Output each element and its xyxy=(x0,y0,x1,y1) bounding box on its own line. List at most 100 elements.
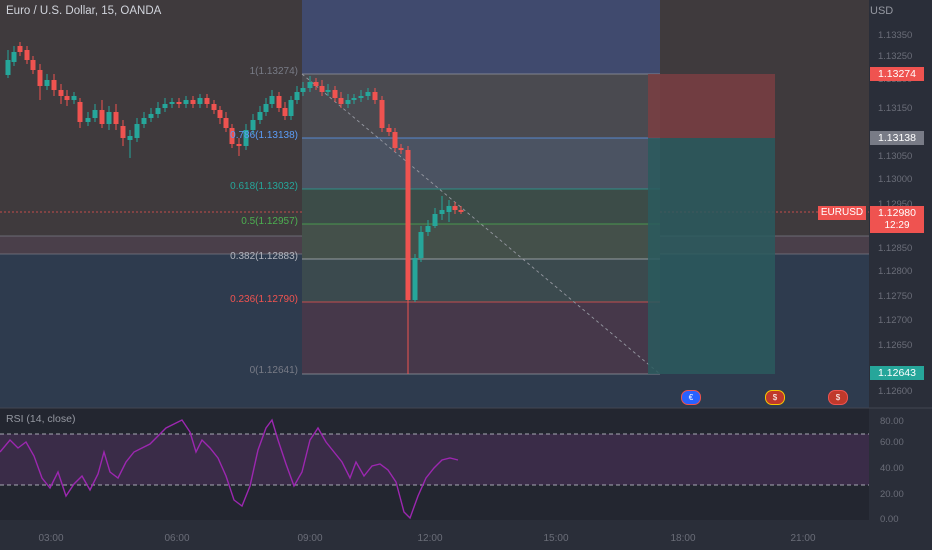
candle-body xyxy=(446,206,452,212)
candle-body xyxy=(134,124,140,138)
candle-body xyxy=(197,98,203,104)
us-event-icon[interactable]: $ xyxy=(765,390,785,405)
candle-body xyxy=(257,112,263,120)
candle-body xyxy=(77,102,83,122)
candle-body xyxy=(217,110,223,118)
currency-label[interactable]: USD xyxy=(870,5,894,17)
candle-body xyxy=(51,80,57,90)
candle-body xyxy=(5,60,11,75)
price-tick: 1.13000 xyxy=(878,174,913,185)
candle-body xyxy=(432,214,438,226)
time-tick: 06:00 xyxy=(164,533,190,544)
candle-body xyxy=(332,90,338,98)
candle-body xyxy=(288,100,294,116)
candle-body xyxy=(313,82,319,86)
time-tick: 15:00 xyxy=(543,533,569,544)
candle-body xyxy=(176,102,182,104)
rsi-series xyxy=(0,418,459,520)
candle-body xyxy=(190,100,196,104)
candle-body xyxy=(30,60,36,70)
candle-body xyxy=(263,104,269,112)
candle-body xyxy=(386,128,392,132)
price-tick: 1.13050 xyxy=(878,151,913,162)
current-price-badge: 1.12980 12:29 xyxy=(870,206,924,233)
candle-body xyxy=(307,82,313,88)
fib-level-label: 1(1.13274) xyxy=(249,66,298,77)
candle-body xyxy=(269,96,275,104)
us-event-icon[interactable]: $ xyxy=(828,390,848,405)
candle-body xyxy=(120,126,126,138)
candle-body xyxy=(17,46,23,52)
candle-body xyxy=(236,144,242,146)
rsi-tick: 0.00 xyxy=(880,514,899,525)
price-tick: 1.13250 xyxy=(878,51,913,62)
candle-body xyxy=(162,104,168,108)
candle-body xyxy=(372,92,378,100)
price-tick: 1.12950 xyxy=(878,199,913,210)
candle-body xyxy=(405,150,411,300)
rsi-line xyxy=(0,418,459,520)
fib-level-label: 0.236(1.12790) xyxy=(230,294,298,305)
candle-body xyxy=(58,90,64,96)
price-tick: 1.13150 xyxy=(878,103,913,114)
candle-body xyxy=(351,98,357,100)
candle-body xyxy=(113,112,119,124)
candle-body xyxy=(319,86,325,92)
rsi-tick: 80.00 xyxy=(880,416,904,427)
rsi-tick: 20.00 xyxy=(880,489,904,500)
candle-body xyxy=(338,98,344,104)
time-tick: 21:00 xyxy=(790,533,816,544)
price-tick: 1.13350 xyxy=(878,30,913,41)
price-tick: 1.12750 xyxy=(878,291,913,302)
rsi-tick: 40.00 xyxy=(880,463,904,474)
fib-level-label: 0.382(1.12883) xyxy=(230,251,298,262)
candle-body xyxy=(99,110,105,124)
time-tick: 18:00 xyxy=(670,533,696,544)
candle-body xyxy=(365,92,371,96)
price-tick: 1.12600 xyxy=(878,386,913,397)
candlestick-series xyxy=(5,42,464,374)
price-tick: 1.12800 xyxy=(878,266,913,277)
price-badge-fib: 1.13138 xyxy=(870,131,924,145)
candle-body xyxy=(11,52,17,62)
time-tick: 12:00 xyxy=(417,533,443,544)
symbol-title[interactable]: Euro / U.S. Dollar, 15, OANDA xyxy=(6,5,162,17)
candle-body xyxy=(276,96,282,108)
candle-body xyxy=(294,92,300,100)
candle-body xyxy=(439,210,445,214)
fib-level-label: 0.786(1.13138) xyxy=(230,130,298,141)
candle-body xyxy=(250,120,256,130)
candle-body xyxy=(229,128,235,144)
candle-body xyxy=(223,118,229,128)
candle-body xyxy=(211,104,217,110)
candle-body xyxy=(44,80,50,86)
candle-body xyxy=(452,206,458,210)
candle-body xyxy=(155,108,161,114)
candle-body xyxy=(325,90,331,92)
candle-body xyxy=(243,130,249,146)
candle-body xyxy=(92,110,98,118)
price-tick: 1.12850 xyxy=(878,243,913,254)
candle-body xyxy=(345,100,351,104)
symbol-badge: EURUSD xyxy=(818,206,866,220)
candle-body xyxy=(358,96,364,98)
candle-body xyxy=(282,108,288,116)
fib-level-label: 0.5(1.12957) xyxy=(241,216,298,227)
candle-body xyxy=(148,114,154,118)
candle-body xyxy=(412,258,418,300)
candle-body xyxy=(71,96,77,100)
time-tick: 09:00 xyxy=(297,533,323,544)
candle-body xyxy=(418,232,424,258)
price-badge-top: 1.13274 xyxy=(870,67,924,81)
rsi-label[interactable]: RSI (14, close) xyxy=(6,413,76,425)
candle-body xyxy=(379,100,385,128)
candle-body xyxy=(398,148,404,150)
time-tick: 03:00 xyxy=(38,533,64,544)
candle-body xyxy=(392,132,398,148)
current-price: 1.12980 xyxy=(878,207,916,219)
candle-body xyxy=(183,100,189,104)
eu-event-icon[interactable]: € xyxy=(681,390,701,405)
candle-body xyxy=(300,88,306,92)
